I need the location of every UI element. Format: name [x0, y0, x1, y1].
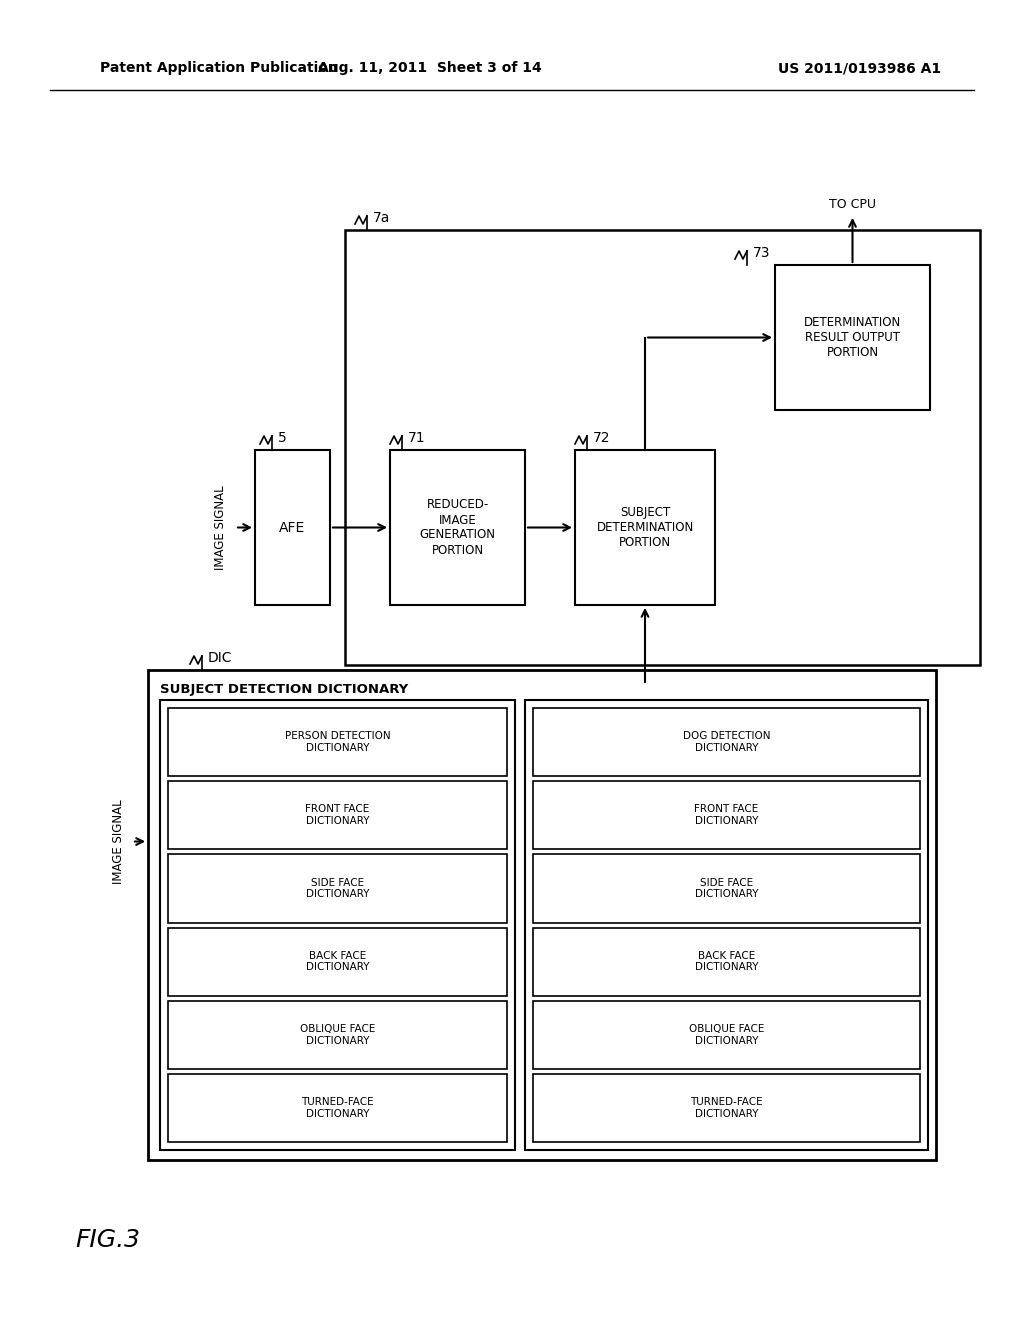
Text: PERSON DETECTION
DICTIONARY: PERSON DETECTION DICTIONARY	[285, 731, 390, 752]
Text: IMAGE SIGNAL: IMAGE SIGNAL	[112, 799, 125, 884]
Bar	[168, 708, 507, 776]
Text: 7a: 7a	[373, 211, 390, 224]
Bar	[525, 700, 928, 1150]
Text: BACK FACE
DICTIONARY: BACK FACE DICTIONARY	[694, 950, 758, 973]
Text: TURNED-FACE
DICTIONARY: TURNED-FACE DICTIONARY	[301, 1097, 374, 1119]
Text: SUBJECT
DETERMINATION
PORTION: SUBJECT DETERMINATION PORTION	[596, 506, 693, 549]
Text: FIG.3: FIG.3	[75, 1228, 140, 1251]
Text: TURNED-FACE
DICTIONARY: TURNED-FACE DICTIONARY	[690, 1097, 763, 1119]
Text: AFE: AFE	[280, 520, 305, 535]
Text: Aug. 11, 2011  Sheet 3 of 14: Aug. 11, 2011 Sheet 3 of 14	[318, 61, 542, 75]
Text: FRONT FACE
DICTIONARY: FRONT FACE DICTIONARY	[694, 804, 759, 826]
Bar	[534, 781, 920, 849]
Bar	[534, 708, 920, 776]
Text: US 2011/0193986 A1: US 2011/0193986 A1	[778, 61, 941, 75]
Text: Patent Application Publication: Patent Application Publication	[100, 61, 338, 75]
Text: 71: 71	[408, 432, 426, 445]
Text: IMAGE SIGNAL: IMAGE SIGNAL	[213, 486, 226, 570]
Bar	[345, 230, 980, 665]
Text: DOG DETECTION
DICTIONARY: DOG DETECTION DICTIONARY	[683, 731, 770, 752]
Bar	[168, 781, 507, 849]
Bar	[160, 700, 515, 1150]
Bar	[534, 928, 920, 995]
Bar	[575, 450, 715, 605]
Text: OBLIQUE FACE
DICTIONARY: OBLIQUE FACE DICTIONARY	[300, 1024, 375, 1045]
Bar	[255, 450, 330, 605]
Bar	[534, 1074, 920, 1142]
Text: TO CPU: TO CPU	[829, 198, 876, 211]
Text: REDUCED-
IMAGE
GENERATION
PORTION: REDUCED- IMAGE GENERATION PORTION	[420, 499, 496, 557]
Bar	[168, 1074, 507, 1142]
Text: DIC: DIC	[208, 651, 232, 665]
Bar	[168, 854, 507, 923]
Bar	[775, 265, 930, 411]
Bar	[390, 450, 525, 605]
Bar	[168, 1001, 507, 1069]
Bar	[534, 1001, 920, 1069]
Bar	[148, 671, 936, 1160]
Text: SIDE FACE
DICTIONARY: SIDE FACE DICTIONARY	[306, 878, 370, 899]
Text: SUBJECT DETECTION DICTIONARY: SUBJECT DETECTION DICTIONARY	[160, 684, 409, 697]
Text: OBLIQUE FACE
DICTIONARY: OBLIQUE FACE DICTIONARY	[689, 1024, 764, 1045]
Text: BACK FACE
DICTIONARY: BACK FACE DICTIONARY	[306, 950, 370, 973]
Bar	[534, 854, 920, 923]
Text: 5: 5	[278, 432, 287, 445]
Text: 73: 73	[753, 246, 770, 260]
Text: 72: 72	[593, 432, 610, 445]
Text: FRONT FACE
DICTIONARY: FRONT FACE DICTIONARY	[305, 804, 370, 826]
Text: DETERMINATION
RESULT OUTPUT
PORTION: DETERMINATION RESULT OUTPUT PORTION	[804, 315, 901, 359]
Text: SIDE FACE
DICTIONARY: SIDE FACE DICTIONARY	[694, 878, 758, 899]
Bar	[168, 928, 507, 995]
